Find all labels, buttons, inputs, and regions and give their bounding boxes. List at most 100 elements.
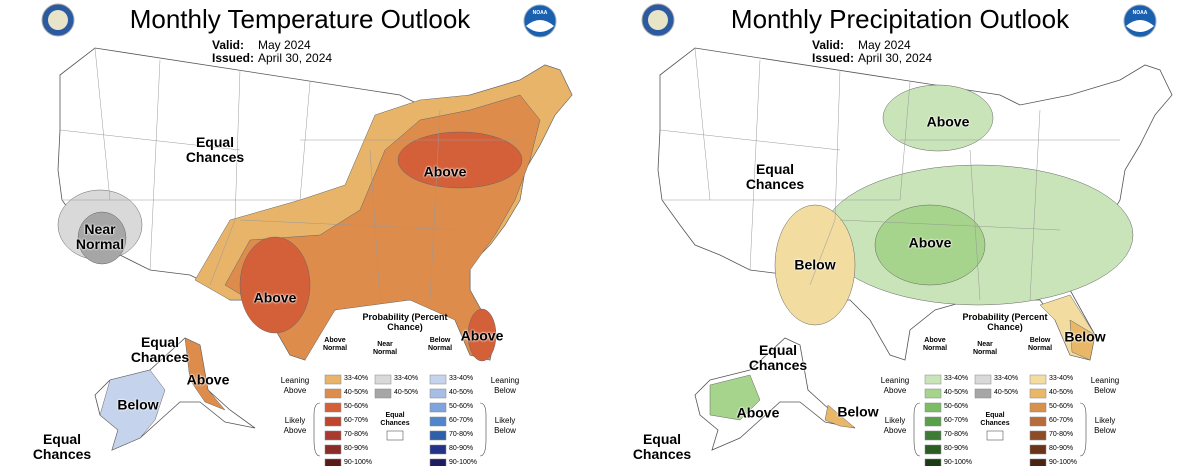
legend-swatch — [429, 402, 447, 413]
map-label: Below — [794, 256, 836, 273]
state-border — [659, 129, 841, 151]
map-label: Equal Chances — [32, 431, 92, 462]
map-label: Above — [908, 234, 952, 251]
legend-entry-label: 40-50% — [344, 389, 369, 396]
map-label: Below — [837, 403, 879, 420]
outlook-area — [882, 84, 994, 152]
legend-column-header: Below Normal — [427, 337, 453, 352]
legend-entry-label: 50-60% — [944, 403, 969, 410]
legend-entry-label: 70-80% — [944, 431, 969, 438]
legend-entry-label: 33-40% — [449, 375, 474, 382]
issued-value: April 30, 2024 — [258, 51, 333, 65]
legend-swatch — [1029, 388, 1047, 399]
legend-title: Probability (Percent Chance) — [962, 312, 1048, 332]
issued-label: Issued: — [212, 51, 255, 65]
outlook-area — [774, 204, 856, 326]
legend-swatch — [924, 374, 942, 385]
legend-entry-label: 40-50% — [994, 389, 1019, 396]
map-label: Below — [1064, 328, 1106, 345]
legend-swatch — [429, 430, 447, 441]
legend-swatch — [324, 430, 342, 441]
legend-swatch — [924, 388, 942, 399]
panel-title: Monthly Precipitation Outlook — [730, 4, 1070, 34]
likely-above-label: Likely Above — [883, 416, 907, 435]
leaning-above-label: Leaning Above — [880, 376, 910, 395]
legend-swatch — [324, 444, 342, 455]
legend-column-header: Above Normal — [322, 337, 348, 352]
legend-entry-label: 40-50% — [394, 389, 419, 396]
legend-swatch — [1029, 416, 1047, 427]
legend-entry-label: 90-100% — [1049, 459, 1078, 466]
legend-entry-label: 40-50% — [1049, 389, 1074, 396]
legend-entry-label: 33-40% — [994, 375, 1019, 382]
likely-above-label: Likely Above — [283, 416, 307, 435]
map-label: Above — [253, 289, 297, 306]
equal-chances-swatch — [986, 430, 1004, 441]
issued-label: Issued: — [812, 51, 855, 65]
legend-entry-label: 33-40% — [394, 375, 419, 382]
legend-column-header: Near Normal — [372, 341, 398, 356]
map-label: Above — [736, 404, 780, 421]
noaa-logo-text: NOAA — [532, 10, 548, 16]
state-border — [149, 59, 161, 271]
legend-swatch — [429, 416, 447, 427]
legend-swatch — [924, 416, 942, 427]
legend-swatch — [374, 374, 392, 385]
legend-swatch — [974, 388, 992, 399]
outlook-area — [397, 131, 523, 189]
legend-entry-label: 60-70% — [344, 417, 369, 424]
commerce-seal-inner — [648, 10, 668, 30]
alaska-outline — [694, 337, 856, 451]
state-border — [299, 81, 311, 201]
brace — [479, 402, 487, 457]
noaa-wave — [1126, 20, 1154, 32]
legend-swatch — [324, 402, 342, 413]
legend-entry-label: 90-100% — [449, 459, 478, 466]
map-label: Below — [117, 396, 159, 413]
legend-swatch — [324, 458, 342, 466]
legend-swatch — [1029, 402, 1047, 413]
brace — [913, 402, 921, 457]
outlook-area — [239, 236, 311, 334]
state-border — [1029, 109, 1041, 301]
map-label: Above — [926, 113, 970, 130]
equal-chances-label: Equal Chances — [380, 412, 410, 427]
state-border — [209, 219, 236, 286]
valid-line: Valid: — [212, 38, 245, 52]
map-label: Equal Chances — [748, 342, 808, 373]
leaning-below-label: Leaning Below — [1090, 376, 1120, 395]
panel-title: Monthly Temperature Outlook — [129, 4, 471, 34]
map-label: Equal Chances — [745, 161, 805, 192]
equal-chances-label: Equal Chances — [980, 412, 1010, 427]
legend-entry-label: 60-70% — [449, 417, 474, 424]
map-label: Above — [423, 163, 467, 180]
legend-swatch — [324, 416, 342, 427]
legend-swatch — [924, 444, 942, 455]
legend-swatch — [924, 402, 942, 413]
state-border — [749, 59, 761, 271]
legend-swatch — [324, 388, 342, 399]
outlook-area — [99, 369, 166, 451]
legend-entry-label: 60-70% — [944, 417, 969, 424]
state-border — [369, 149, 381, 301]
legend-column-header: Above Normal — [922, 337, 948, 352]
state-border — [234, 69, 241, 221]
state-border — [834, 69, 841, 221]
outlook-area — [1069, 319, 1096, 361]
state-border — [809, 219, 836, 286]
likely-below-label: Likely Below — [1094, 416, 1116, 435]
state-border — [899, 81, 911, 201]
legend-entry-label: 80-90% — [1049, 445, 1074, 452]
map-label: Above — [460, 327, 504, 344]
brace — [1079, 402, 1087, 457]
outlook-area — [709, 374, 761, 421]
legend-entry-label: 70-80% — [344, 431, 369, 438]
leaning-below-label: Leaning Below — [490, 376, 520, 395]
legend-swatch — [429, 374, 447, 385]
likely-below-label: Likely Below — [494, 416, 516, 435]
legend-entry-label: 50-60% — [344, 403, 369, 410]
map-label: Equal Chances — [130, 334, 190, 365]
map-label: Near Normal — [75, 221, 125, 252]
